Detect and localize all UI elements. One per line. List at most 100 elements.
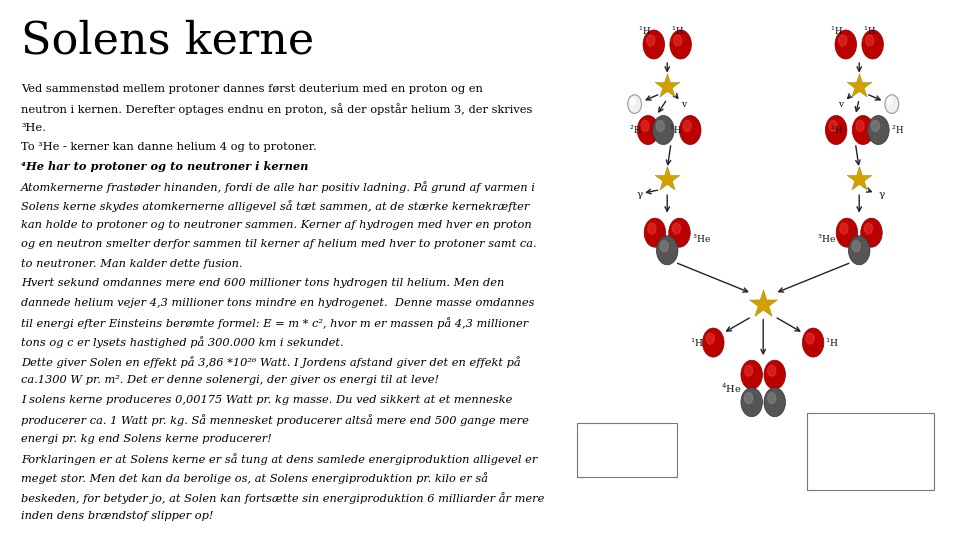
Text: producerer ca. 1 Watt pr. kg. Så mennesket producerer altså mere end 500 gange m: producerer ca. 1 Watt pr. kg. Så mennesk… <box>21 414 529 426</box>
Circle shape <box>628 95 641 113</box>
Circle shape <box>764 360 785 389</box>
Circle shape <box>703 328 724 357</box>
Text: $^1$H: $^1$H <box>826 336 839 349</box>
FancyBboxPatch shape <box>807 413 934 490</box>
Text: ca.1300 W pr. m². Det er denne solenergi, der giver os energi til at leve!: ca.1300 W pr. m². Det er denne solenergi… <box>21 375 440 386</box>
Text: v: v <box>681 99 685 109</box>
Text: og en neutron smelter derfor sammen til kerner af helium med hver to protoner sa: og en neutron smelter derfor sammen til … <box>21 239 537 249</box>
Circle shape <box>814 415 835 444</box>
Text: $^1$H: $^1$H <box>863 24 876 37</box>
Circle shape <box>866 35 874 46</box>
Circle shape <box>868 116 889 145</box>
Circle shape <box>684 120 691 131</box>
Circle shape <box>826 116 847 145</box>
Circle shape <box>887 98 892 105</box>
Text: til energi efter Einsteins berømte formel: E = m * c², hvor m er massen på 4,3 m: til energi efter Einsteins berømte forme… <box>21 317 528 329</box>
Text: $^1$H: $^1$H <box>830 24 844 37</box>
Circle shape <box>885 95 899 113</box>
Circle shape <box>637 116 659 145</box>
Circle shape <box>630 98 635 105</box>
Circle shape <box>707 333 714 344</box>
Circle shape <box>839 35 847 46</box>
Circle shape <box>644 218 665 247</box>
Circle shape <box>852 116 874 145</box>
Text: $^1$H: $^1$H <box>829 124 843 136</box>
Circle shape <box>653 116 674 145</box>
Text: to neutroner. Man kalder dette fusion.: to neutroner. Man kalder dette fusion. <box>21 259 243 269</box>
Text: ³He.: ³He. <box>21 123 46 133</box>
Circle shape <box>745 393 753 403</box>
Text: Solens kerne skydes atomkernerne alligevel så tæt sammen, at de stærke kernekræf: Solens kerne skydes atomkernerne alligev… <box>21 200 530 212</box>
Text: Hvert sekund omdannes mere end 600 millioner tons hydrogen til helium. Men den: Hvert sekund omdannes mere end 600 milli… <box>21 278 505 288</box>
Point <box>852 82 867 90</box>
Text: v: v <box>838 99 843 109</box>
Circle shape <box>818 465 831 484</box>
Text: inden dens brændstof slipper op!: inden dens brændstof slipper op! <box>21 511 214 522</box>
Circle shape <box>672 223 681 234</box>
Text: $^1$H: $^1$H <box>638 24 652 37</box>
Text: Proton: Proton <box>840 426 867 434</box>
Circle shape <box>641 120 649 131</box>
Circle shape <box>835 30 856 59</box>
Circle shape <box>670 30 691 59</box>
Circle shape <box>674 35 682 46</box>
Circle shape <box>818 420 826 431</box>
FancyBboxPatch shape <box>577 423 677 477</box>
Text: Neutron: Neutron <box>840 449 875 456</box>
Point <box>756 299 771 308</box>
Circle shape <box>852 241 860 252</box>
Circle shape <box>669 218 690 247</box>
Circle shape <box>872 120 879 131</box>
Circle shape <box>680 116 701 145</box>
Text: ⁴He har to protoner og to neutroner i kernen: ⁴He har to protoner og to neutroner i ke… <box>21 161 308 172</box>
Text: γ: γ <box>588 430 594 440</box>
Circle shape <box>648 223 656 234</box>
Circle shape <box>660 241 668 252</box>
Circle shape <box>862 30 883 59</box>
Text: $^2$H: $^2$H <box>629 124 642 136</box>
Text: kan holde to protoner og to neutroner sammen. Kerner af hydrogen med hver en pro: kan holde to protoner og to neutroner sa… <box>21 220 532 230</box>
Circle shape <box>643 30 664 59</box>
Circle shape <box>647 35 655 46</box>
Text: I solens kerne produceres 0,00175 Watt pr. kg masse. Du ved sikkert at et mennes: I solens kerne produceres 0,00175 Watt p… <box>21 395 513 405</box>
Text: Neutrino: Neutrino <box>604 454 640 462</box>
Text: $^2$H: $^2$H <box>891 124 904 136</box>
Text: γ: γ <box>636 190 643 199</box>
Text: Forklaringen er at Solens kerne er så tung at dens samlede energiproduktion alli: Forklaringen er at Solens kerne er så tu… <box>21 453 538 465</box>
Text: Gamma Ray: Gamma Ray <box>604 431 653 439</box>
Point <box>852 175 867 184</box>
Circle shape <box>864 223 873 234</box>
Circle shape <box>820 468 825 475</box>
Circle shape <box>849 236 870 265</box>
Circle shape <box>741 360 762 389</box>
Text: To ³He - kerner kan danne helium 4 og to protoner.: To ³He - kerner kan danne helium 4 og to… <box>21 142 317 152</box>
Circle shape <box>803 328 824 357</box>
Text: beskeden, for betyder jo, at Solen kan fortsætte sin energiproduktion 6 milliard: beskeden, for betyder jo, at Solen kan f… <box>21 492 544 504</box>
Circle shape <box>764 388 785 417</box>
Text: $^1$H: $^1$H <box>671 24 684 37</box>
Point <box>660 175 675 184</box>
Circle shape <box>814 438 835 467</box>
Circle shape <box>806 333 814 344</box>
Text: Positron: Positron <box>840 470 874 478</box>
Text: energi pr. kg end Solens kerne producerer!: energi pr. kg end Solens kerne producere… <box>21 434 272 444</box>
Text: ν: ν <box>588 453 594 462</box>
Circle shape <box>657 120 664 131</box>
Text: $^1$H: $^1$H <box>668 124 682 136</box>
Circle shape <box>829 120 837 131</box>
Text: dannede helium vejer 4,3 millioner tons mindre en hydrogenet.  Denne masse omdan: dannede helium vejer 4,3 millioner tons … <box>21 298 535 308</box>
Circle shape <box>861 218 882 247</box>
Text: Atomkernerne frastøder hinanden, fordi de alle har positiv ladning. På grund af : Atomkernerne frastøder hinanden, fordi d… <box>21 181 536 193</box>
Text: $^3$He: $^3$He <box>692 233 711 245</box>
Text: meget stor. Men det kan da berolige os, at Solens energiproduktion pr. kilo er s: meget stor. Men det kan da berolige os, … <box>21 472 488 484</box>
Point <box>660 82 675 90</box>
Text: $^4$He: $^4$He <box>721 381 741 395</box>
Text: $^3$He: $^3$He <box>817 233 836 245</box>
Circle shape <box>856 120 864 131</box>
Text: neutron i kernen. Derefter optages endnu en proton, så der opstår helium 3, der : neutron i kernen. Derefter optages endnu… <box>21 103 533 115</box>
Text: tons og c er lysets hastighed på 300.000 km i sekundet.: tons og c er lysets hastighed på 300.000… <box>21 336 344 348</box>
Text: Solens kerne: Solens kerne <box>21 19 314 62</box>
Circle shape <box>741 388 762 417</box>
Circle shape <box>657 236 678 265</box>
Text: Dette giver Solen en effekt på 3,86 *10²⁶ Watt. I Jordens afstand giver det en e: Dette giver Solen en effekt på 3,86 *10²… <box>21 356 520 368</box>
